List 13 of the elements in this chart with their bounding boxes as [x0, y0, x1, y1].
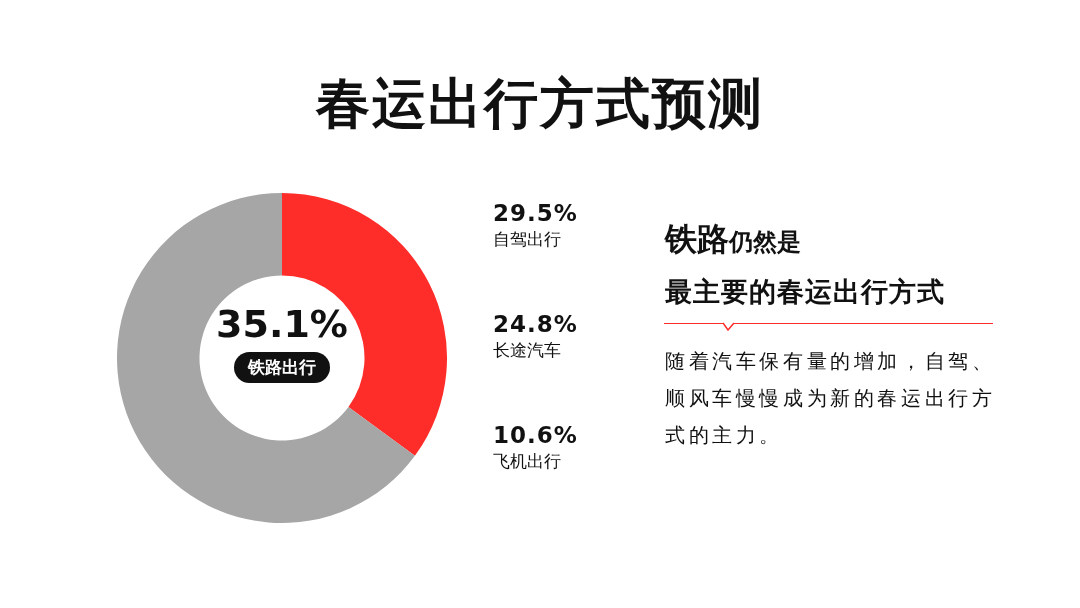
- data-label: 35.1%: [215, 302, 349, 346]
- text: 最主要的春运出行方式: [665, 275, 945, 309]
- text: 仍然是: [729, 228, 801, 256]
- text: 24.8%: [493, 311, 578, 337]
- text: 随着汽车保有量的增加，自驾、顺风车慢慢成为新的春运出行方式的主力。: [665, 348, 997, 449]
- chart-title: 春运出行方式预测: [314, 71, 765, 137]
- text: 29.5%: [493, 200, 578, 226]
- category-label: 飞机出行: [493, 450, 562, 473]
- slice-label: 铁路出行: [234, 352, 330, 383]
- text: 10.6%: [493, 422, 578, 448]
- text: 铁路: [665, 220, 729, 258]
- category-label: 自驾出行: [493, 228, 562, 251]
- category-label: 长途汽车: [493, 339, 562, 362]
